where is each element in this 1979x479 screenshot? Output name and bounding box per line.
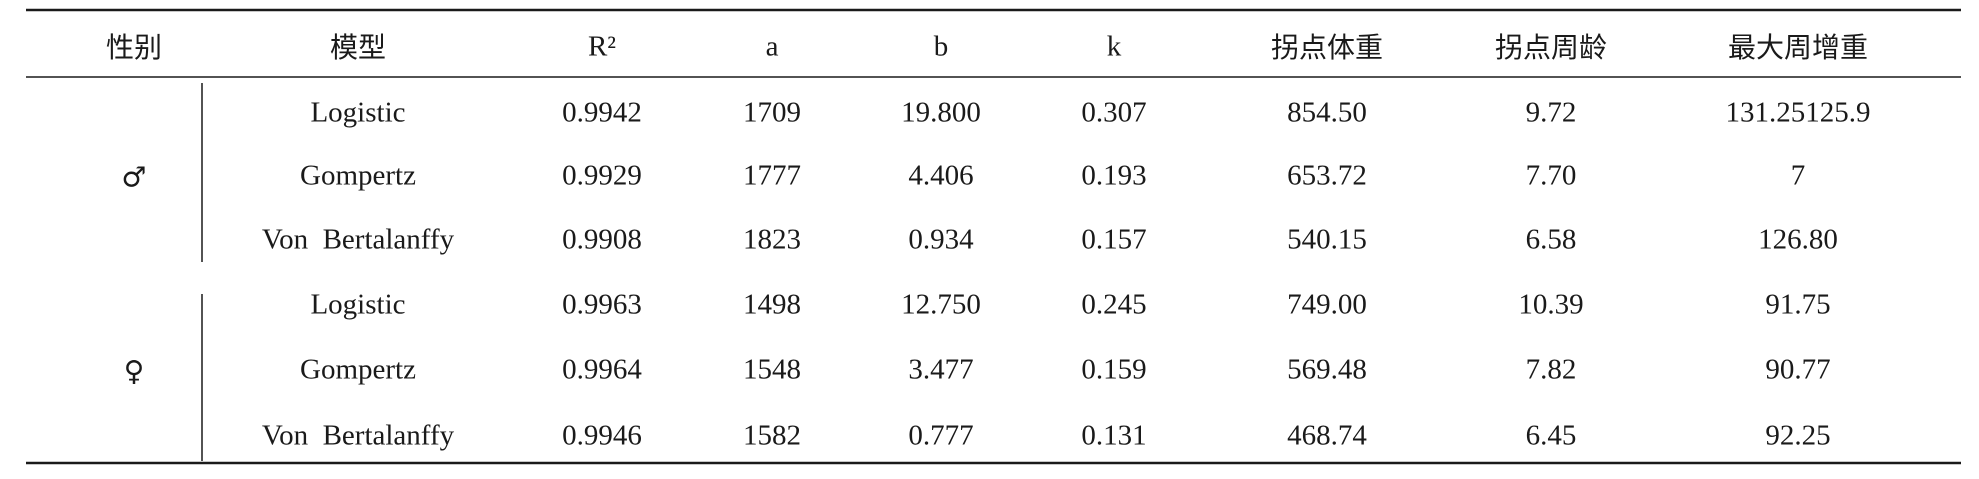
table-cell: 131.25125.9 (1726, 97, 1871, 129)
table-cell: 19.800 (901, 97, 981, 129)
table-cell: 0.307 (1081, 97, 1146, 129)
table-cell: 0.9929 (562, 160, 642, 192)
header-cell: 性别 (106, 31, 162, 64)
table-cell: 92.25 (1765, 420, 1830, 452)
table-cell: 0.9942 (562, 97, 642, 129)
table-cell: 12.750 (901, 289, 981, 321)
table-cell: Logistic (310, 97, 405, 129)
table-cell: 1498 (743, 289, 801, 321)
header-cell: 拐点体重 (1271, 31, 1383, 64)
table-cell: 6.58 (1526, 224, 1577, 256)
table-cell: 4.406 (908, 160, 973, 192)
table-cell: 3.477 (908, 354, 973, 386)
table-cell: 1777 (743, 160, 801, 192)
table-cell: Gompertz (300, 354, 416, 386)
table-cell: 0.245 (1081, 289, 1146, 321)
table-cell: 854.50 (1287, 97, 1367, 129)
table-cell: 90.77 (1765, 354, 1830, 386)
table-cell: 749.00 (1287, 289, 1367, 321)
header-cell: b (934, 31, 949, 63)
table-cell: 7.70 (1526, 160, 1577, 192)
table-cell: 10.39 (1518, 289, 1583, 321)
header-cell: a (766, 31, 779, 63)
table-cell: 0.9908 (562, 224, 642, 256)
table-cell: 653.72 (1287, 160, 1367, 192)
table-cell: 0.9964 (562, 354, 642, 386)
table-cell: 0.157 (1081, 224, 1146, 256)
table-cell: 0.9946 (562, 420, 642, 452)
table-cell: 9.72 (1526, 97, 1577, 129)
table-cell: 0.131 (1081, 420, 1146, 452)
sex-label: ♂ (121, 161, 146, 194)
table-cell: 0.193 (1081, 160, 1146, 192)
table-cell: 91.75 (1765, 289, 1830, 321)
sex-label: ♀ (124, 355, 145, 388)
table-cell: Von Bertalanffy (262, 224, 455, 256)
header-cell: 最大周增重 (1728, 31, 1868, 64)
table-cell: 540.15 (1287, 224, 1367, 256)
header-cell: 模型 (330, 31, 386, 64)
table-cell: 0.9963 (562, 289, 642, 321)
table-cell: 569.48 (1287, 354, 1367, 386)
table-cell: Logistic (310, 289, 405, 321)
header-cell: 拐点周龄 (1495, 31, 1607, 64)
table-cell: 1709 (743, 97, 801, 129)
table-cell: 6.45 (1526, 420, 1577, 452)
header-cell: k (1107, 31, 1122, 63)
table-cell: 7 (1791, 160, 1806, 192)
table-cell: Von Bertalanffy (262, 420, 455, 452)
header-cell: R² (588, 31, 616, 63)
table-cell: 126.80 (1758, 224, 1838, 256)
table-cell: 0.777 (908, 420, 973, 452)
table-cell: Gompertz (300, 160, 416, 192)
table-cell: 468.74 (1287, 420, 1367, 452)
table-cell: 0.934 (908, 224, 974, 256)
table-cell: 1582 (743, 420, 801, 452)
table-cell: 0.159 (1081, 354, 1146, 386)
table-cell: 1548 (743, 354, 801, 386)
table-cell: 7.82 (1526, 354, 1577, 386)
table-cell: 1823 (743, 224, 801, 256)
